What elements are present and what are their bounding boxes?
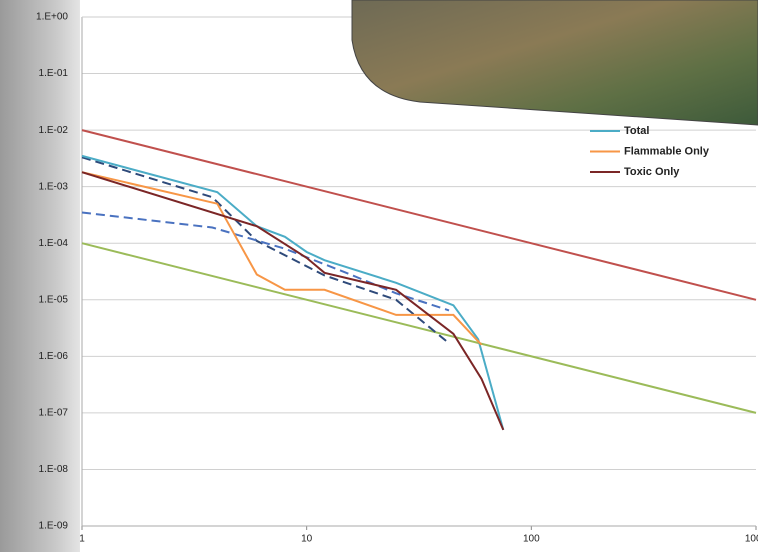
legend-label: Total (624, 125, 649, 137)
y-tick-label: 1.E-07 (39, 408, 69, 419)
y-tick-label: 1.E+00 (36, 12, 68, 23)
y-tick-label: 1.E-02 (39, 125, 69, 136)
y-tick-label: 1.E-01 (39, 68, 69, 79)
chart: 1.E+00 1.E-01 1.E-02 1.E-03 1.E-04 1.E-05 1.E-… (0, 0, 758, 552)
y-tick-label: 1.E-05 (39, 294, 69, 305)
legend-label: Flammable Only (624, 145, 710, 157)
y-tick-label: 1.E-09 (39, 521, 69, 532)
y-tick-label: 1.E-08 (39, 464, 69, 475)
x-tick-label: 100 (523, 534, 540, 545)
page: 1.E+00 1.E-01 1.E-02 1.E-03 1.E-04 1.E-05 1.E-… (0, 0, 758, 552)
y-tick-label: 1.E-03 (39, 181, 69, 192)
x-tick-label: 1000 (745, 534, 758, 545)
y-tick-label: 1.E-04 (39, 238, 69, 249)
legend-label: Toxic Only (624, 166, 680, 178)
x-tick-label: 10 (301, 534, 313, 545)
y-tick-label: 1.E-06 (39, 351, 69, 362)
x-tick-label: 1 (79, 534, 85, 545)
